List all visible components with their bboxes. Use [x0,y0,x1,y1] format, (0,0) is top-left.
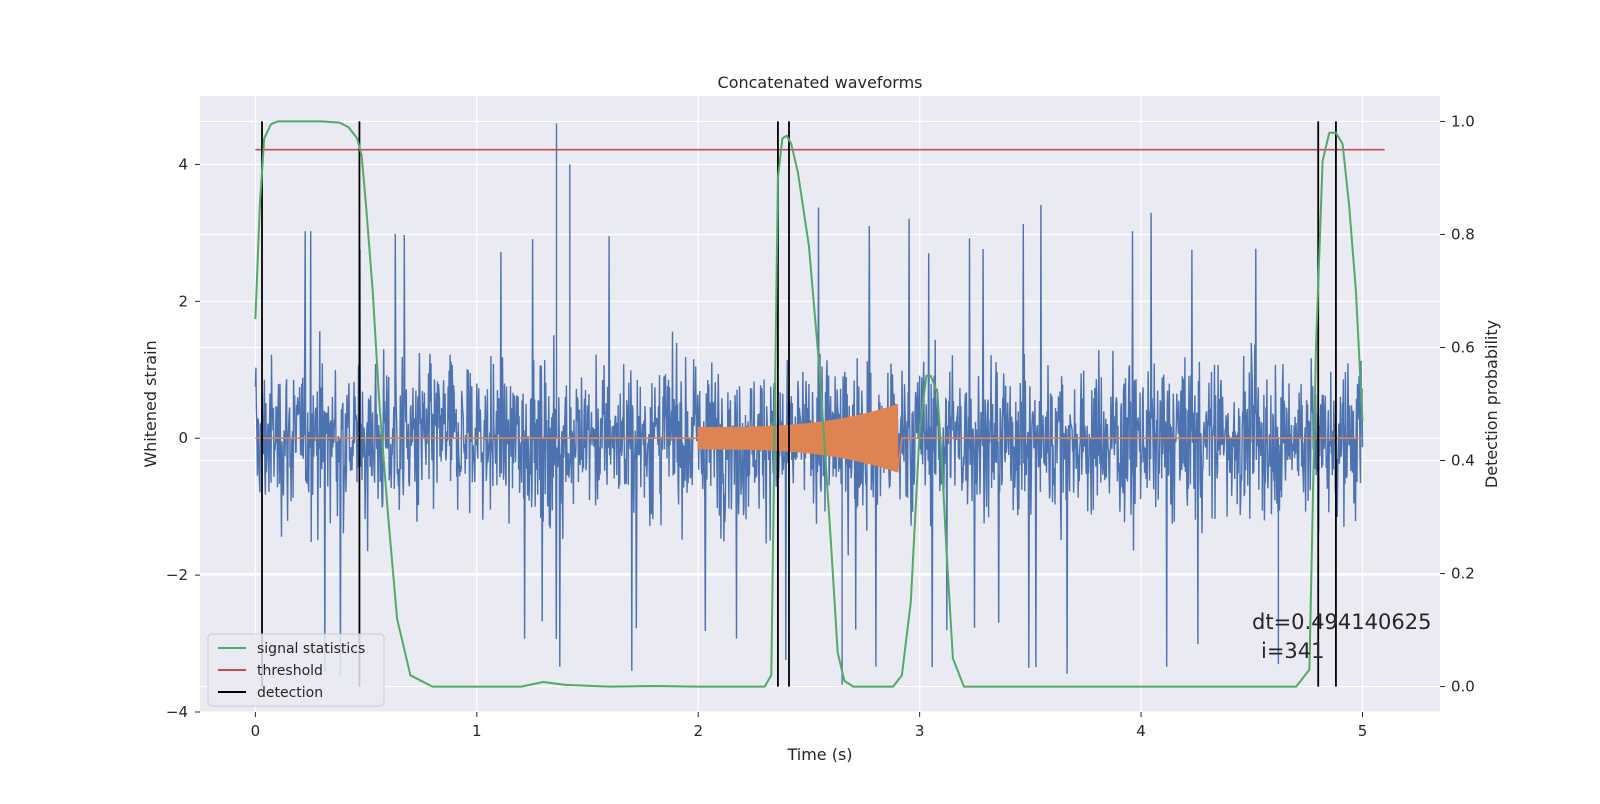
tick-label-y-left: 4 [178,155,188,173]
legend-label-threshold: threshold [257,663,323,679]
injected-waveform-line [255,404,1363,473]
injected-waveform-series [255,404,1363,473]
y-axis-label-left: Whitened strain [141,340,160,467]
tick-label-y-left: −4 [166,703,188,721]
legend-box [207,633,385,707]
tick-label-y-right: 0.4 [1451,452,1475,470]
legend-label-detection: detection [257,685,323,701]
tick-label-x: 4 [1136,722,1146,740]
tick-label-y-left: 2 [178,292,188,310]
annotation-index: i=341 [1261,639,1325,663]
tick-label-y-right: 0.6 [1451,338,1475,356]
tick-label-x: 2 [693,722,703,740]
signal-statistics-series [254,120,1364,688]
legend-label-signal-statistics: signal statistics [257,641,365,657]
tick-label-x: 0 [251,722,261,740]
signal-statistics-line [254,120,1364,688]
tick-label-y-right: 0.8 [1451,225,1475,243]
chart-title: Concatenated waveforms [718,73,923,92]
tick-label-x: 1 [472,722,482,740]
tick-label-y-right: 1.0 [1451,112,1475,130]
tick-labels: 0 1 2 3 4 5 −4 −2 0 2 4 0.0 0.2 0.4 0.6 0.8 1.0 [166,112,1475,740]
y-axis-label-right: Detection probability [1482,320,1501,488]
strain-series [254,123,1364,685]
tick-label-x: 3 [915,722,925,740]
tick-label-y-right: 0.0 [1451,678,1475,696]
tick-label-y-left: 0 [178,429,188,447]
x-axis-label: Time (s) [786,745,852,764]
strain-line [254,123,1364,685]
tick-label-y-right: 0.2 [1451,565,1475,583]
tick-label-y-left: −2 [166,566,188,584]
annotation: dt=0.494140625 i=341 [1252,610,1431,663]
legend: signal statistics threshold detection [207,633,385,707]
tick-label-x: 5 [1358,722,1368,740]
annotation-dt: dt=0.494140625 [1252,610,1431,634]
